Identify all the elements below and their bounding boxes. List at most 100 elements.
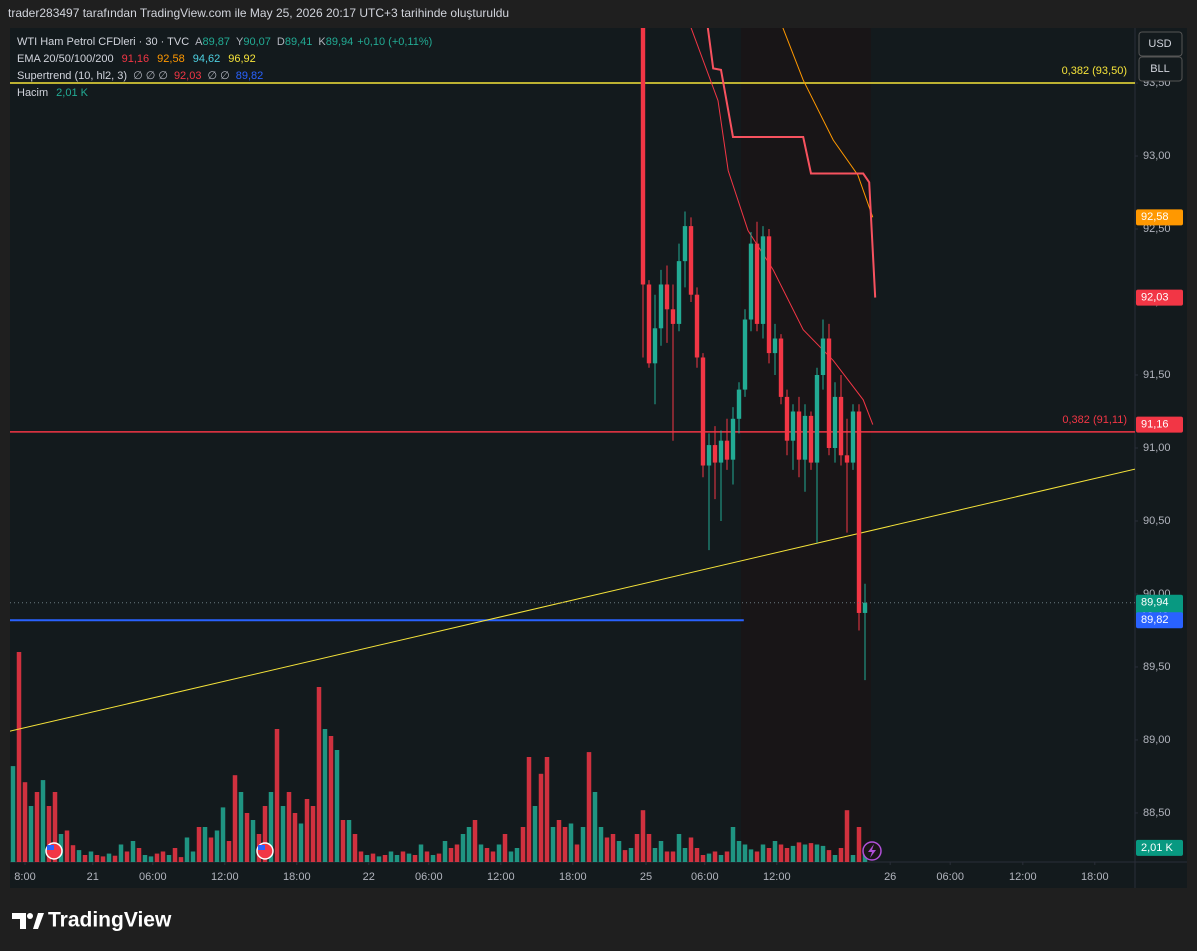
volume-bar: [460, 834, 466, 862]
volume-bar: [388, 851, 394, 862]
candle-body: [778, 338, 784, 397]
legend-item: 96,92: [228, 53, 256, 65]
x-tick-label: 12:00: [763, 871, 791, 883]
volume-bar: [850, 855, 856, 862]
x-tick-label: 22: [363, 871, 375, 883]
volume-bar: [538, 773, 544, 862]
volume-bar: [262, 806, 268, 862]
volume-bar: [670, 851, 676, 862]
volume-bar: [808, 843, 814, 862]
footer-brand: TradingView: [48, 909, 172, 932]
candle-body: [802, 415, 808, 460]
volume-bar: [856, 827, 862, 862]
volume-bar: [328, 736, 334, 862]
volume-bar: [166, 855, 172, 862]
price-badge: [1136, 209, 1183, 226]
volume-bar: [70, 845, 76, 862]
x-tick-label: 12:00: [487, 871, 515, 883]
flag-icon: [256, 842, 274, 860]
volume-bar: [802, 844, 808, 862]
volume-bar: [754, 851, 760, 862]
volume-bar: [604, 837, 610, 862]
candle-body: [862, 602, 868, 613]
volume-bar: [814, 844, 820, 862]
volume-bar: [622, 850, 628, 862]
volume-bar: [148, 856, 154, 862]
x-tick-label: 25: [640, 871, 652, 883]
legend-line: Supertrend (10, hl2, 3) ∅ ∅ ∅ 92,03 ∅ ∅ 89,8…: [17, 70, 263, 82]
legend-item: Y: [236, 36, 244, 48]
candle-body: [682, 226, 688, 262]
volume-bar: [40, 780, 46, 862]
legend-item: 94,62: [193, 53, 221, 65]
price-badge: [1136, 289, 1183, 306]
volume-bar: [718, 855, 724, 862]
volume-bar: [28, 806, 34, 862]
volume-bar: [232, 775, 238, 862]
flag-icon: [45, 842, 63, 860]
volume-bar: [418, 844, 424, 862]
candle-body: [820, 338, 826, 376]
volume-bar: [142, 855, 148, 862]
volume-bar: [772, 841, 778, 862]
candle-body: [664, 284, 670, 310]
volume-bar: [736, 841, 742, 862]
candle-body: [730, 418, 736, 460]
volume-bar: [118, 844, 124, 862]
candle-body: [700, 357, 706, 466]
indicator-line: [10, 468, 1135, 732]
currency-button[interactable]: [1138, 31, 1183, 57]
candle-body: [670, 309, 676, 324]
price-badge-label: 91,16: [1141, 419, 1169, 431]
volume-bar: [46, 806, 52, 862]
x-tick-label: 06:00: [415, 871, 443, 883]
volume-bar: [286, 792, 292, 862]
legend-item: 89,87: [203, 36, 231, 48]
volume-bar: [190, 851, 196, 862]
indicator-line: [690, 28, 874, 425]
volume-bar: [220, 807, 226, 862]
volume-bar: [250, 820, 256, 862]
volume-bar: [472, 820, 478, 862]
volume-bar: [322, 729, 328, 862]
legend-item: 92,58: [157, 53, 185, 65]
volume-bar: [244, 813, 250, 862]
candle-body: [724, 440, 730, 460]
volume-bar: [520, 827, 526, 862]
volume-bar: [430, 855, 436, 862]
volume-bar: [34, 792, 40, 862]
volume-bar: [304, 799, 310, 862]
volume-bar: [202, 827, 208, 862]
volume-bar: [778, 844, 784, 862]
volume-bar: [370, 853, 376, 862]
y-tick-label: 91,50: [1143, 369, 1171, 381]
volume-bar: [316, 687, 322, 862]
volume-bar: [436, 853, 442, 862]
y-tick-label: 93,00: [1143, 150, 1171, 162]
price-badge: [1136, 612, 1183, 629]
candle-body: [694, 294, 700, 358]
volume-bar: [382, 855, 388, 862]
volume-bar: [700, 855, 706, 862]
candle-body: [766, 236, 772, 354]
volume-bar: [556, 820, 562, 862]
candle-body: [754, 243, 760, 324]
x-tick-label: 12:00: [1009, 871, 1037, 883]
volume-bar: [490, 851, 496, 862]
volume-bar: [586, 752, 592, 862]
volume-bar: [568, 823, 574, 862]
candle-body: [688, 226, 694, 295]
legend-item: A: [195, 36, 203, 48]
unit-button[interactable]: [1138, 56, 1183, 82]
volume-bar: [124, 851, 130, 862]
legend-line: WTI Ham Petrol CFDleri · 30 · TVC A89,87 Y…: [17, 36, 432, 48]
event-icon[interactable]: [862, 841, 882, 861]
candle-body: [790, 411, 796, 441]
volume-bar: [10, 766, 16, 862]
legend-item: ∅ ∅ ∅: [133, 70, 168, 82]
volume-bar: [106, 853, 112, 862]
candle-body: [658, 284, 664, 329]
volume-bar: [172, 848, 178, 862]
y-tick-label: 89,50: [1143, 661, 1171, 673]
volume-bar: [820, 845, 826, 862]
